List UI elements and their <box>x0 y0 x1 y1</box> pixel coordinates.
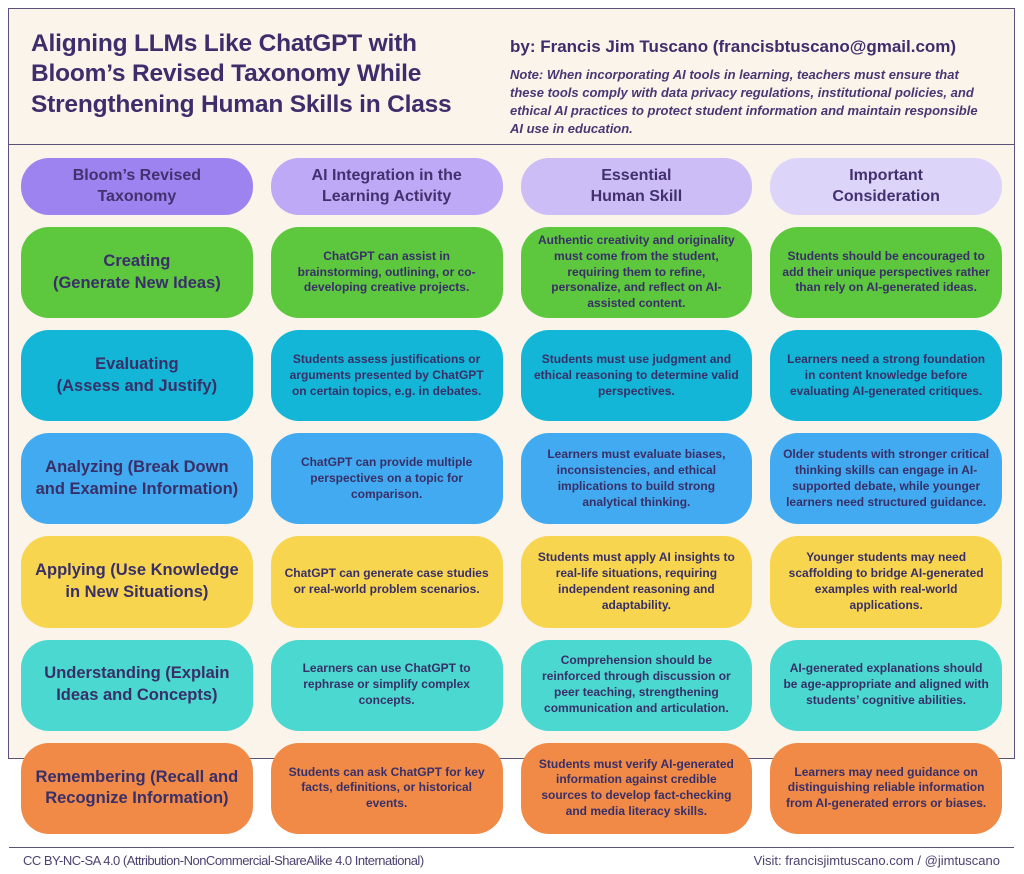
consideration-analyzing: Older students with stronger critical th… <box>770 433 1002 525</box>
consideration-evaluating: Learners need a strong foundation in con… <box>770 330 1002 422</box>
taxonomy-level-analyzing: Analyzing (Break Down and Examine Inform… <box>21 433 253 525</box>
visit-link-text: Visit: francisjimtuscano.com / @jimtusca… <box>753 853 1000 869</box>
poster-frame: Aligning LLMs Like ChatGPT with Bloom’s … <box>8 8 1015 868</box>
author-info: by: Francis Jim Tuscano (francisbtuscano… <box>510 29 988 136</box>
consideration-understanding: AI-generated explanations should be age-… <box>770 639 1002 731</box>
ai-integration-applying: ChatGPT can generate case studies or rea… <box>270 536 503 628</box>
column-header-human-skill: Essential Human Skill <box>520 158 753 215</box>
human-skill-evaluating: Students must use judgment and ethical r… <box>520 330 753 422</box>
ai-integration-creating: ChatGPT can assist in brainstorming, out… <box>270 227 503 319</box>
top-banner: Aligning LLMs Like ChatGPT with Bloom’s … <box>9 9 1014 145</box>
taxonomy-level-applying: Applying (Use Knowledge in New Situation… <box>21 536 253 628</box>
author-byline: by: Francis Jim Tuscano (francisbtuscano… <box>510 37 957 56</box>
human-skill-applying: Students must apply AI insights to real-… <box>520 536 753 628</box>
human-skill-analyzing: Learners must evaluate biases, inconsist… <box>520 433 753 525</box>
footer-bar: CC BY-NC-SA 4.0 (Attribution-NonCommerci… <box>9 846 1014 874</box>
ai-integration-analyzing: ChatGPT can provide multiple perspective… <box>270 433 503 525</box>
column-header-consideration: Important Consideration <box>770 158 1002 215</box>
taxonomy-level-remembering: Remembering (Recall and Recognize Inform… <box>21 742 253 834</box>
ai-integration-remembering: Students can ask ChatGPT for key facts, … <box>270 742 503 834</box>
ai-integration-understanding: Learners can use ChatGPT to rephrase or … <box>270 639 503 731</box>
taxonomy-table: Bloom’s Revised Taxonomy AI Integration … <box>9 145 1014 847</box>
license-text: CC BY-NC-SA 4.0 (Attribution-NonCommerci… <box>23 853 424 869</box>
page-title: Aligning LLMs Like ChatGPT with Bloom’s … <box>31 30 452 118</box>
taxonomy-level-creating: Creating (Generate New Ideas) <box>21 227 253 319</box>
ai-integration-evaluating: Students assess justifications or argume… <box>270 330 503 422</box>
column-header-taxonomy: Bloom’s Revised Taxonomy <box>21 158 253 215</box>
taxonomy-level-understanding: Understanding (Explain Ideas and Concept… <box>21 639 253 731</box>
human-skill-remembering: Students must verify AI-generated inform… <box>520 742 753 834</box>
consideration-creating: Students should be encouraged to add the… <box>770 227 1002 319</box>
human-skill-understanding: Comprehension should be reinforced throu… <box>520 639 753 731</box>
privacy-note: Note: When incorporating AI tools in lea… <box>510 67 978 136</box>
human-skill-creating: Authentic creativity and originality mus… <box>520 227 753 319</box>
consideration-remembering: Learners may need guidance on distinguis… <box>770 742 1002 834</box>
taxonomy-level-evaluating: Evaluating (Assess and Justify) <box>21 330 253 422</box>
column-header-ai-integration: AI Integration in the Learning Activity <box>270 158 503 215</box>
consideration-applying: Younger students may need scaffolding to… <box>770 536 1002 628</box>
